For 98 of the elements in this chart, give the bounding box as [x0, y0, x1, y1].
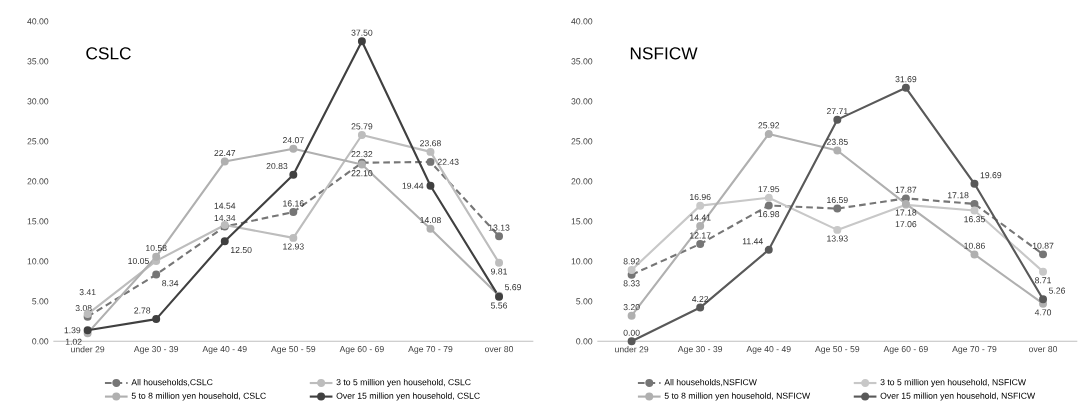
- data-label: 9.81: [491, 268, 508, 275]
- legend-label: All households,NSFICW: [664, 379, 757, 387]
- data-label: 5.69: [504, 284, 522, 291]
- y-tick-label: 20.00: [27, 178, 49, 185]
- text: NSFICW: [630, 47, 698, 60]
- data-label: 31.69: [895, 76, 917, 83]
- data-label: 12.17: [690, 232, 711, 239]
- data-label: 5.56: [491, 302, 508, 309]
- y-tick-label: 15.00: [27, 218, 49, 225]
- data-label: 16.16: [283, 200, 304, 207]
- data-label: 8.92: [623, 258, 640, 265]
- data-label: 5.26: [1048, 287, 1066, 294]
- data-label: 16.96: [690, 194, 711, 201]
- data-label: 14.08: [420, 217, 441, 224]
- data-label: 23.68: [420, 140, 441, 147]
- data-label: 8.33: [623, 280, 640, 287]
- data-label: 17.18: [947, 192, 969, 199]
- x-tick-label: under 29: [615, 346, 649, 353]
- legend-label: Over 15 million yen household, CSLC: [336, 392, 480, 401]
- x-tick-label: Age 70 - 79: [952, 346, 997, 355]
- data-label: 22.32: [351, 151, 373, 158]
- y-tick-label: 0.00: [576, 338, 593, 345]
- x-tick-label: Age 70 - 79: [408, 346, 453, 355]
- data-label: 17.87: [895, 186, 917, 193]
- legend-label: Over 15 million yen household, NSFICW: [880, 392, 1036, 401]
- x-tick-label: over 80: [1028, 346, 1058, 353]
- y-tick-label: 30.00: [571, 98, 593, 105]
- y-tick-label: 40.00: [571, 18, 593, 25]
- y-tick-label: 15.00: [571, 218, 593, 225]
- data-label: 22.43: [437, 159, 459, 166]
- data-label: 16.35: [964, 216, 985, 223]
- data-label: 8.71: [1035, 277, 1052, 284]
- y-tick-label: 35.00: [27, 58, 49, 65]
- x-tick-label: over 80: [485, 346, 514, 353]
- data-label: 16.59: [827, 197, 848, 204]
- data-label: 4.70: [1034, 309, 1052, 316]
- x-tick-label: Age 30 - 39: [133, 346, 179, 355]
- legend-label: 3 to 5 million yen household, CSLC: [336, 379, 471, 388]
- data-label: 11.44: [742, 238, 763, 245]
- data-label: 22.47: [214, 150, 236, 157]
- y-tick-label: 5.00: [576, 298, 593, 305]
- data-label: 22.10: [351, 170, 373, 177]
- data-label: 10.05: [128, 258, 149, 265]
- y-tick-label: 20.00: [571, 178, 593, 185]
- x-tick-label: Age 40 - 49: [746, 346, 791, 355]
- data-label: 10.87: [1032, 242, 1054, 249]
- data-label: 0.00: [623, 329, 640, 336]
- data-label: 10.86: [964, 242, 985, 250]
- data-label: 4.22: [692, 296, 709, 303]
- x-tick-label: Age 40 - 49: [202, 346, 247, 355]
- data-label: 19.44: [402, 182, 424, 190]
- x-tick-label: Age 60 - 69: [883, 346, 928, 355]
- y-tick-label: 10.00: [27, 258, 49, 265]
- y-tick-label: 0.00: [32, 338, 49, 345]
- y-tick-label: 35.00: [571, 58, 593, 65]
- y-tick-label: 10.00: [571, 258, 593, 265]
- data-label: 8.34: [162, 280, 179, 287]
- data-label: 14.34: [214, 215, 236, 222]
- y-tick-label: 25.00: [27, 138, 49, 145]
- data-label: 25.79: [351, 123, 373, 130]
- legend-label: 5 to 8 million yen household, CSLC: [131, 392, 266, 401]
- legend-label: 3 to 5 million yen household, NSFICW: [880, 379, 1026, 388]
- data-label: 19.69: [980, 172, 1002, 179]
- y-tick-label: 40.00: [27, 18, 49, 25]
- data-label: 16.98: [758, 211, 780, 218]
- x-tick-label: Age 60 - 69: [339, 346, 384, 355]
- data-label: 24.07: [282, 137, 304, 144]
- data-label: 2.78: [134, 307, 151, 314]
- x-tick-label: Age 50 - 59: [271, 346, 316, 355]
- x-tick-label: under 29: [71, 346, 105, 353]
- data-label: 37.50: [351, 29, 373, 36]
- data-label: 3.08: [75, 305, 92, 312]
- legend-label: All households,CSLC: [131, 379, 213, 387]
- data-label: 3.41: [79, 289, 96, 296]
- data-label: 13.93: [827, 235, 848, 242]
- data-label: 14.54: [214, 202, 236, 209]
- legend-label: 5 to 8 million yen household, NSFICW: [664, 392, 811, 401]
- data-label: 10.58: [146, 245, 167, 252]
- data-label: 14.41: [690, 214, 711, 221]
- data-label: 1.02: [65, 338, 82, 346]
- y-tick-label: 5.00: [32, 298, 49, 305]
- text: CSLC: [86, 47, 131, 60]
- data-label: 17.06: [895, 221, 917, 228]
- data-label: 17.95: [758, 186, 780, 193]
- data-label: 17.18: [895, 209, 917, 216]
- data-label: 12.93: [283, 243, 304, 250]
- data-label: 1.39: [64, 327, 81, 334]
- data-label: 3.20: [623, 304, 640, 311]
- data-label: 12.50: [231, 247, 252, 254]
- data-label: 25.92: [758, 122, 780, 129]
- x-tick-label: Age 30 - 39: [677, 346, 723, 355]
- data-label: 13.13: [488, 224, 510, 231]
- data-label: 27.71: [826, 108, 848, 115]
- y-tick-label: 25.00: [571, 138, 593, 145]
- data-label: 20.83: [266, 163, 288, 170]
- y-tick-label: 30.00: [27, 98, 49, 105]
- x-tick-label: Age 50 - 59: [815, 346, 860, 355]
- data-label: 23.85: [826, 139, 848, 146]
